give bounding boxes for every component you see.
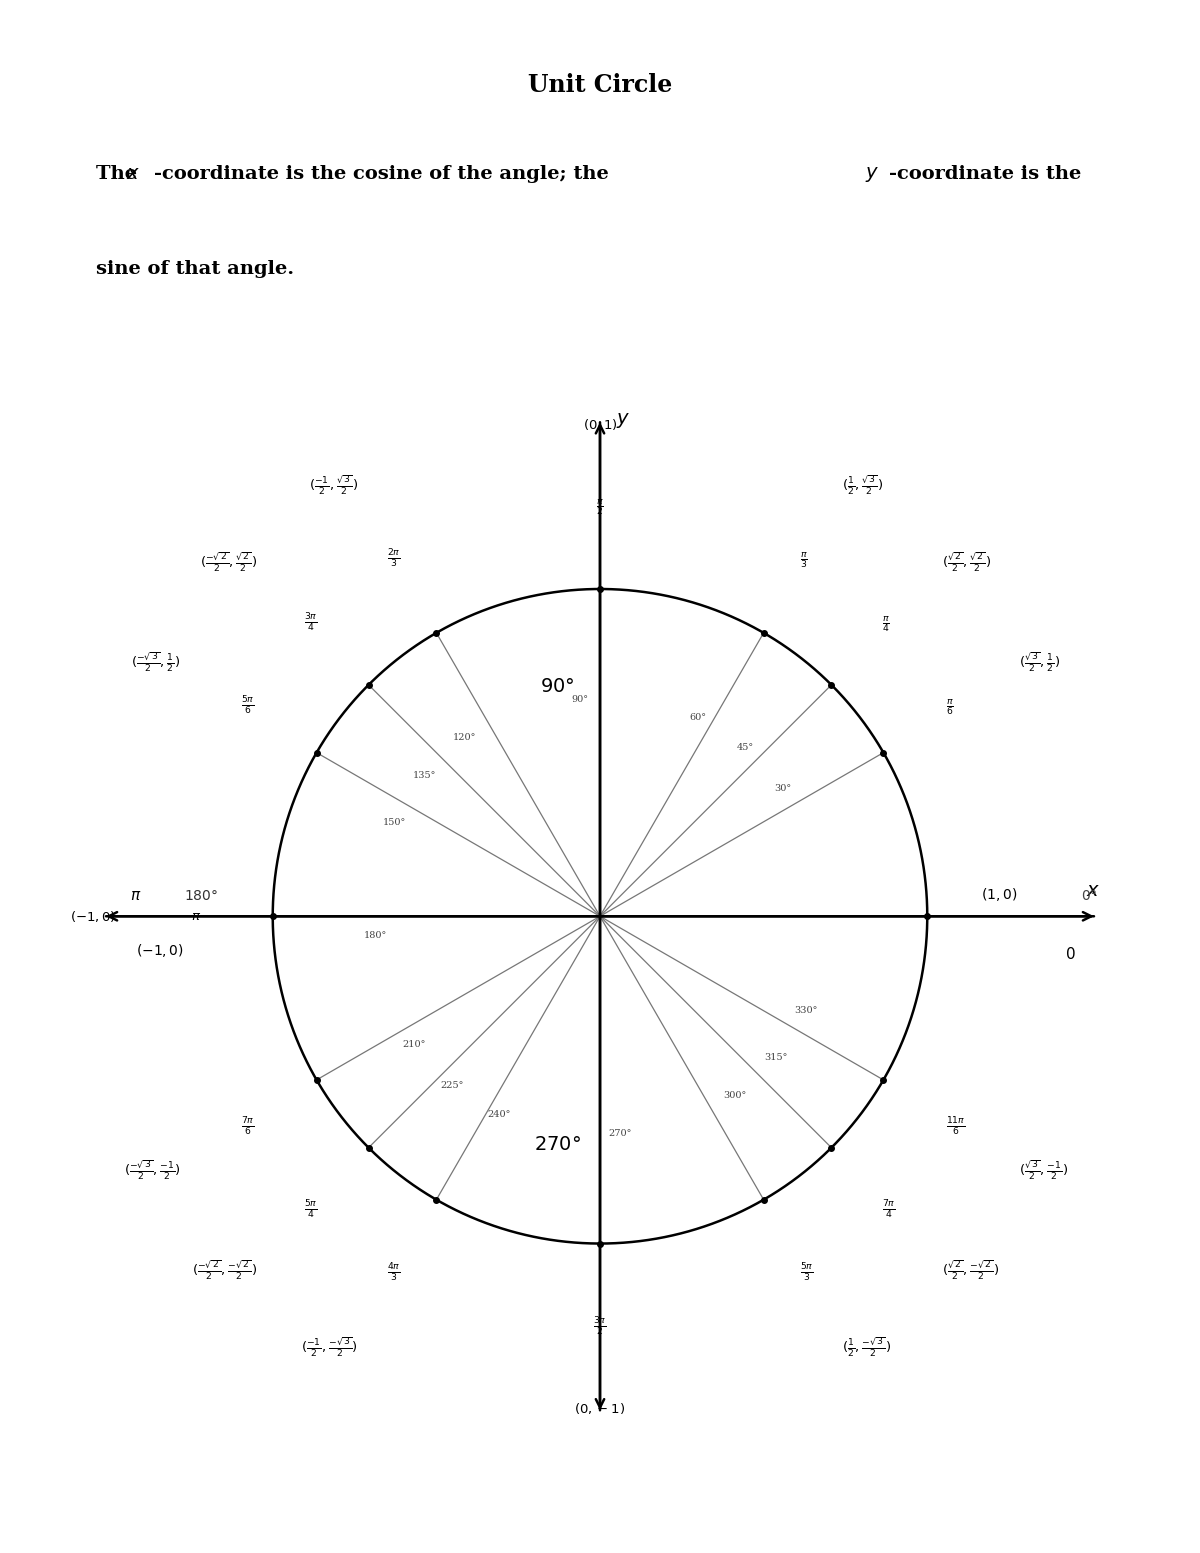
Text: $\frac{7\pi}{4}$: $\frac{7\pi}{4}$: [882, 1199, 896, 1221]
Text: $\frac{\pi}{2}$: $\frac{\pi}{2}$: [596, 497, 604, 517]
Text: $\frac{5\pi}{4}$: $\frac{5\pi}{4}$: [304, 1199, 318, 1221]
Text: The: The: [96, 165, 144, 183]
Text: $\frac{3\pi}{2}$: $\frac{3\pi}{2}$: [593, 1315, 607, 1337]
Text: $90°$: $90°$: [540, 679, 575, 696]
Text: $(\frac{-\sqrt{3}}{2}, \frac{-1}{2})$: $(\frac{-\sqrt{3}}{2}, \frac{-1}{2})$: [124, 1159, 180, 1182]
Text: 225°: 225°: [440, 1081, 463, 1090]
Text: 300°: 300°: [724, 1090, 746, 1100]
Text: -coordinate is the cosine of the angle; the: -coordinate is the cosine of the angle; …: [154, 165, 616, 183]
Text: $(-1,0)$: $(-1,0)$: [137, 943, 185, 960]
Text: sine of that angle.: sine of that angle.: [96, 261, 294, 278]
Text: $\frac{11\pi}{6}$: $\frac{11\pi}{6}$: [946, 1117, 965, 1138]
Text: $0$: $0$: [1064, 946, 1075, 961]
Text: 90°: 90°: [572, 694, 589, 704]
Text: $\pi$: $\pi$: [131, 890, 142, 904]
Text: 45°: 45°: [737, 742, 754, 752]
Text: 150°: 150°: [383, 818, 406, 826]
Text: $(\frac{-1}{2}, \frac{\sqrt{3}}{2})$: $(\frac{-1}{2}, \frac{\sqrt{3}}{2})$: [308, 474, 358, 497]
Text: $270°$: $270°$: [534, 1137, 581, 1154]
Text: $\frac{\pi}{6}$: $\frac{\pi}{6}$: [946, 697, 954, 716]
Text: $\frac{\pi}{4}$: $\frac{\pi}{4}$: [882, 615, 890, 634]
Text: 240°: 240°: [487, 1110, 511, 1120]
Text: $(\frac{-\sqrt{3}}{2}, \frac{1}{2})$: $(\frac{-\sqrt{3}}{2}, \frac{1}{2})$: [132, 651, 180, 674]
Text: 135°: 135°: [413, 770, 436, 780]
Text: Unit Circle: Unit Circle: [528, 73, 672, 96]
Text: $(-1,0)$: $(-1,0)$: [70, 909, 115, 924]
Text: $x$: $x$: [1086, 882, 1100, 899]
Text: $\frac{\pi}{3}$: $\frac{\pi}{3}$: [799, 551, 808, 570]
Text: $(\frac{-\sqrt{2}}{2}, \frac{-\sqrt{2}}{2})$: $(\frac{-\sqrt{2}}{2}, \frac{-\sqrt{2}}{…: [192, 1259, 258, 1283]
Text: $(0,1)$: $(0,1)$: [582, 416, 618, 432]
Text: $(\frac{1}{2}, \frac{-\sqrt{3}}{2})$: $(\frac{1}{2}, \frac{-\sqrt{3}}{2})$: [842, 1336, 892, 1359]
Text: $\pi$: $\pi$: [191, 910, 200, 922]
Text: $\frac{5\pi}{6}$: $\frac{5\pi}{6}$: [241, 694, 254, 716]
Text: $(\frac{\sqrt{3}}{2}, \frac{1}{2})$: $(\frac{\sqrt{3}}{2}, \frac{1}{2})$: [1020, 651, 1061, 674]
Text: $(1,0)$: $(1,0)$: [982, 887, 1018, 904]
Text: $(\frac{1}{2}, \frac{\sqrt{3}}{2})$: $(\frac{1}{2}, \frac{\sqrt{3}}{2})$: [842, 474, 883, 497]
Text: $(\frac{\sqrt{2}}{2}, \frac{-\sqrt{2}}{2})$: $(\frac{\sqrt{2}}{2}, \frac{-\sqrt{2}}{2…: [942, 1259, 1000, 1283]
Text: $180°$: $180°$: [184, 890, 217, 904]
Text: 270°: 270°: [608, 1129, 631, 1138]
Text: 120°: 120°: [454, 733, 476, 742]
Text: $(\frac{-\sqrt{2}}{2}, \frac{\sqrt{2}}{2})$: $(\frac{-\sqrt{2}}{2}, \frac{\sqrt{2}}{2…: [200, 550, 258, 573]
Text: $(\frac{\sqrt{3}}{2}, \frac{-1}{2})$: $(\frac{\sqrt{3}}{2}, \frac{-1}{2})$: [1020, 1159, 1068, 1182]
Text: $\frac{7\pi}{6}$: $\frac{7\pi}{6}$: [241, 1117, 254, 1138]
Text: $x$: $x$: [126, 165, 140, 183]
Text: $(\frac{-1}{2}, \frac{-\sqrt{3}}{2})$: $(\frac{-1}{2}, \frac{-\sqrt{3}}{2})$: [301, 1336, 358, 1359]
Text: $\frac{3\pi}{4}$: $\frac{3\pi}{4}$: [304, 612, 318, 634]
Text: $\frac{4\pi}{3}$: $\frac{4\pi}{3}$: [386, 1263, 401, 1284]
Text: 315°: 315°: [764, 1053, 787, 1062]
Text: $y$: $y$: [865, 165, 880, 185]
Text: 180°: 180°: [364, 932, 388, 941]
Text: 210°: 210°: [402, 1039, 426, 1048]
Text: 330°: 330°: [794, 1006, 817, 1014]
Text: $(0,-1)$: $(0,-1)$: [575, 1401, 625, 1416]
Text: $y$: $y$: [617, 412, 631, 430]
Text: 60°: 60°: [689, 713, 707, 722]
Text: $(\frac{\sqrt{2}}{2}, \frac{\sqrt{2}}{2})$: $(\frac{\sqrt{2}}{2}, \frac{\sqrt{2}}{2}…: [942, 550, 992, 573]
Text: 30°: 30°: [774, 784, 792, 794]
Text: -coordinate is the: -coordinate is the: [889, 165, 1081, 183]
Text: $\frac{5\pi}{3}$: $\frac{5\pi}{3}$: [799, 1263, 814, 1284]
Text: $\frac{2\pi}{3}$: $\frac{2\pi}{3}$: [386, 548, 401, 570]
Text: $0°$: $0°$: [1081, 890, 1098, 904]
